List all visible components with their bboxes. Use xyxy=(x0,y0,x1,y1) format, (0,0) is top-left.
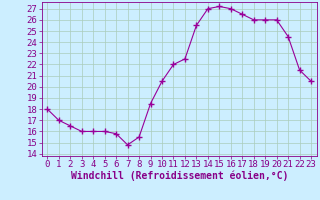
X-axis label: Windchill (Refroidissement éolien,°C): Windchill (Refroidissement éolien,°C) xyxy=(70,171,288,181)
